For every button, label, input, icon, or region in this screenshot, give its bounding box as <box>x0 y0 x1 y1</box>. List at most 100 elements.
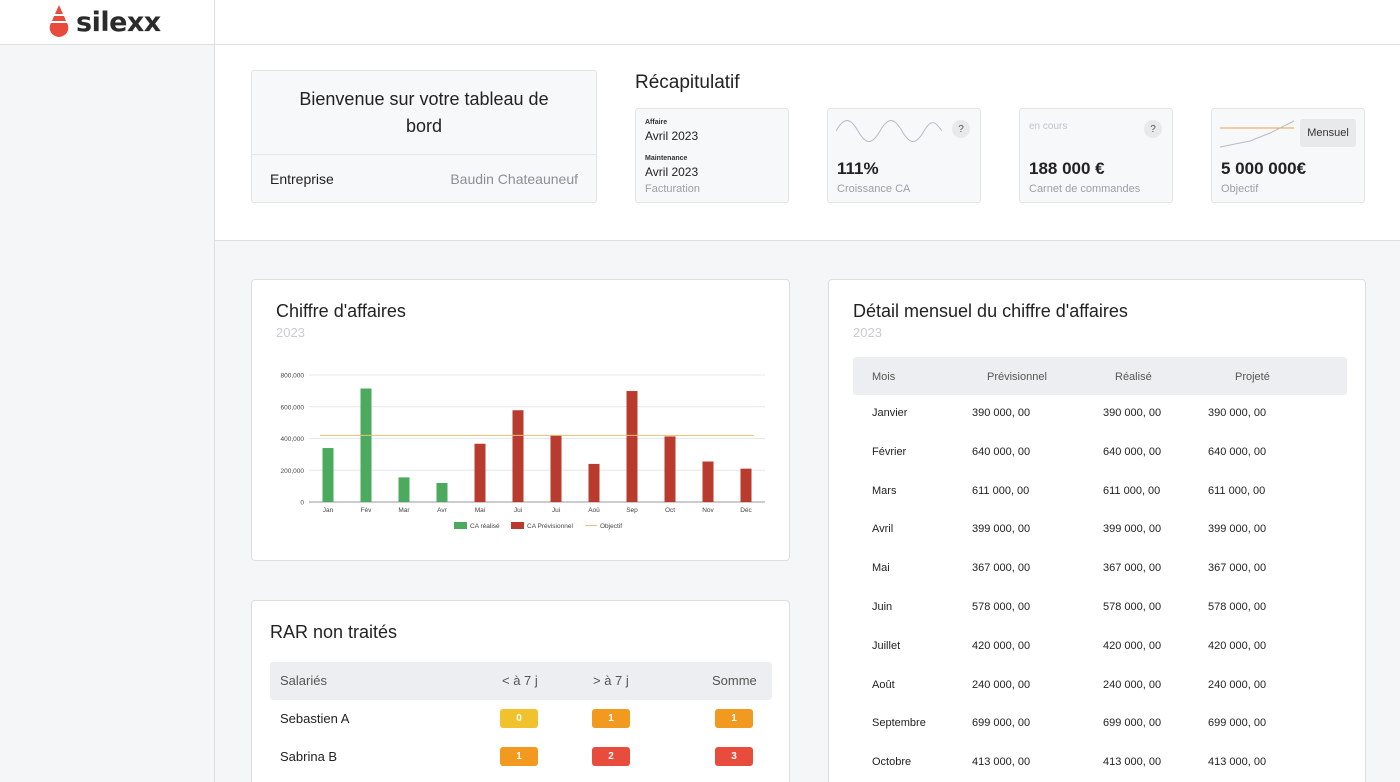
kpi-orders-card: en cours ? 188 000 € Carnet de commandes <box>1019 108 1173 203</box>
detail-table-row[interactable]: Septembre 699 000, 00 699 000, 00 699 000, … <box>853 705 1347 743</box>
rar-employee-name: Sabrina B <box>280 749 338 764</box>
monthly-detail-subtitle: 2023 <box>853 325 882 340</box>
chart-bar[interactable] <box>436 482 448 502</box>
chart-bar[interactable] <box>626 391 638 502</box>
detail-month: Janvier <box>872 407 908 419</box>
detail-month: Août <box>872 678 895 691</box>
kpi-objective-card: Mensuel 5 000 000€ Objectif <box>1211 108 1365 203</box>
chart-bar[interactable] <box>360 388 372 502</box>
chart-x-tick: Aoû <box>588 507 600 514</box>
detail-table-row[interactable]: Août 240 000, 00 240 000, 00 240 000, 00 <box>853 667 1347 705</box>
detail-forecast: 611 000, 00 <box>972 484 1030 497</box>
detail-forecast: 699 000, 00 <box>972 717 1031 730</box>
welcome-title: Bienvenue sur votre tableau de bord <box>252 71 596 155</box>
detail-month: Avril <box>872 523 894 536</box>
objective-value: 5 000 000€ <box>1221 159 1307 178</box>
legend-label-forecast: CA Prévisionnel <box>527 523 573 530</box>
orders-help-icon[interactable]: ? <box>1144 120 1162 138</box>
rar-header-salaries: Salariés <box>280 673 327 688</box>
chart-bar[interactable] <box>664 436 676 502</box>
maintenance-label: Maintenance <box>645 155 688 162</box>
revenue-bar-chart: 0 200,000 400,000 600,000 800,000 Jan Fév Mar Av… <box>281 373 765 530</box>
chart-x-tick: Fév <box>361 507 373 514</box>
chart-bar[interactable] <box>474 443 486 502</box>
chart-x-tick: Mar <box>398 507 410 514</box>
detail-table-row[interactable]: Janvier 390 000, 00 390 000, 00 390 000, 00 <box>853 395 1347 433</box>
detail-projected: 367 000, 00 <box>1208 562 1267 575</box>
detail-month: Mai <box>872 562 890 575</box>
detail-forecast: 420 000, 00 <box>972 639 1031 652</box>
objective-label: Objectif <box>1221 183 1259 195</box>
legend-label-realised: CA réalisé <box>470 523 500 530</box>
detail-table-row[interactable]: Février 640 000, 00 640 000, 00 640 000, 00 <box>853 434 1347 472</box>
summary-section: Bienvenue sur votre tableau de bord Entr… <box>215 45 1400 241</box>
detail-realised: 240 000, 00 <box>1103 678 1162 691</box>
detail-month: Octobre <box>872 756 912 769</box>
rar-lt7-badge[interactable]: 1 <box>500 747 538 766</box>
detail-table-row[interactable]: Octobre 413 000, 00 413 000, 00 413 000, 00 <box>853 744 1347 782</box>
detail-projected: 413 000, 00 <box>1208 756 1267 769</box>
detail-projected: 420 000, 00 <box>1208 639 1267 652</box>
detail-projected: 699 000, 00 <box>1208 717 1267 730</box>
chart-bar[interactable] <box>588 463 600 502</box>
top-bar <box>215 0 1400 45</box>
welcome-card: Bienvenue sur votre tableau de bord Entr… <box>251 70 597 203</box>
rar-sum-badge[interactable]: 1 <box>715 709 753 728</box>
growth-value: 111% <box>837 159 879 178</box>
detail-table-row[interactable]: Mai 367 000, 00 367 000, 00 367 000, 00 <box>853 550 1347 588</box>
detail-table-row[interactable]: Juin 578 000, 00 578 000, 00 578 000, 00 <box>853 589 1347 627</box>
legend-swatch-forecast <box>511 522 524 529</box>
chart-bar[interactable] <box>550 435 562 502</box>
detail-table-row[interactable]: Juillet 420 000, 00 420 000, 00 420 000, 00 <box>853 628 1347 666</box>
chart-bar[interactable] <box>702 461 714 502</box>
growth-help-icon[interactable]: ? <box>952 120 970 138</box>
company-label: Entreprise <box>270 171 334 187</box>
rar-gt7-badge[interactable]: 1 <box>592 709 630 728</box>
rar-gt7-badge[interactable]: 2 <box>592 747 630 766</box>
facturation-label: Facturation <box>645 183 701 195</box>
rar-sum-badge[interactable]: 3 <box>715 747 753 766</box>
orders-label: Carnet de commandes <box>1029 183 1141 195</box>
rar-row[interactable]: Sebastien A 0 1 1 <box>270 700 772 738</box>
monthly-detail-card: Détail mensuel du chiffre d'affaires 202… <box>828 279 1366 782</box>
detail-realised: 399 000, 00 <box>1103 523 1162 536</box>
chart-bar[interactable] <box>398 477 410 502</box>
chart-x-tick: Jan <box>323 507 334 514</box>
detail-projected: 240 000, 00 <box>1208 678 1267 691</box>
detail-table-row[interactable]: Avril 399 000, 00 399 000, 00 399 000, 00 <box>853 511 1347 549</box>
growth-label: Croissance CA <box>837 183 911 195</box>
revenue-chart-title: Chiffre d'affaires <box>276 301 406 321</box>
detail-realised: 390 000, 00 <box>1103 407 1162 419</box>
chart-bar[interactable] <box>740 468 752 502</box>
detail-realised: 578 000, 00 <box>1103 601 1162 613</box>
detail-projected: 390 000, 00 <box>1208 407 1267 419</box>
detail-projected: 640 000, 00 <box>1208 445 1267 458</box>
chart-x-tick: Avr <box>437 507 447 514</box>
chart-bar[interactable] <box>322 448 334 502</box>
chart-bar[interactable] <box>512 410 524 502</box>
detail-month: Septembre <box>872 717 926 730</box>
detail-header-realised: Réalisé <box>1115 371 1152 383</box>
chart-x-tick: Nov <box>702 507 714 514</box>
detail-forecast: 578 000, 00 <box>972 601 1031 613</box>
kpi-period-card: Affaire Avril 2023 Maintenance Avril 202… <box>635 108 789 203</box>
detail-projected: 578 000, 00 <box>1208 601 1267 613</box>
detail-realised: 699 000, 00 <box>1103 717 1162 730</box>
logo[interactable]: silexx <box>0 0 214 45</box>
objective-period-button[interactable]: Mensuel <box>1300 119 1356 147</box>
rar-lt7-badge[interactable]: 0 <box>500 709 538 728</box>
chart-y-tick: 600,000 <box>281 404 305 411</box>
detail-projected: 399 000, 00 <box>1208 523 1267 536</box>
rar-header-lt7: < à 7 j <box>502 673 538 688</box>
chart-x-tick: Déc <box>740 507 752 514</box>
chart-x-tick: Sep <box>626 507 638 514</box>
revenue-chart-subtitle: 2023 <box>276 325 305 340</box>
company-value: Baudin Chateauneuf <box>450 171 578 187</box>
revenue-chart-card: Chiffre d'affaires 2023 0 200,000 400,000 6… <box>251 279 790 561</box>
chart-y-tick: 0 <box>300 500 304 507</box>
rar-row[interactable]: Sabrina B 1 2 3 <box>270 738 772 776</box>
detail-month: Juin <box>872 601 893 613</box>
growth-sparkline <box>836 120 942 142</box>
rar-card: RAR non traités Salariés < à 7 j > à 7 j… <box>251 600 790 782</box>
detail-table-row[interactable]: Mars 611 000, 00 611 000, 00 611 000, 00 <box>853 473 1347 511</box>
